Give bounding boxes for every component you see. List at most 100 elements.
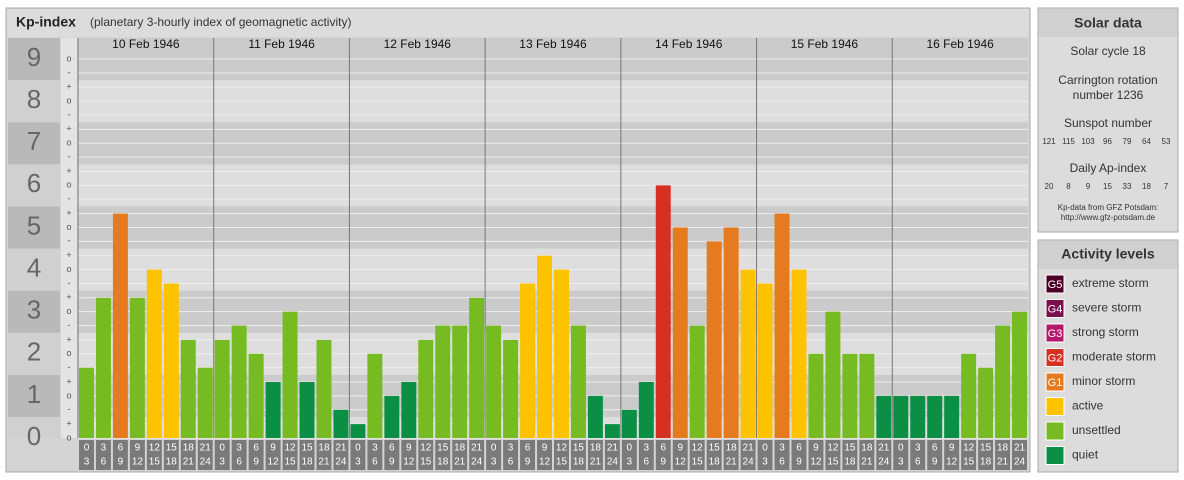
hour-box bbox=[163, 440, 179, 470]
bar bbox=[723, 227, 739, 438]
hour-label: 18 bbox=[980, 457, 992, 468]
carrington: Carrington rotation bbox=[1058, 73, 1157, 87]
bar bbox=[350, 424, 366, 438]
ap-value: 8 bbox=[1066, 182, 1071, 191]
hour-label: 12 bbox=[963, 443, 975, 454]
hour-box bbox=[265, 440, 281, 470]
hour-box bbox=[825, 440, 841, 470]
hour-box bbox=[859, 440, 875, 470]
source: http://www.gfz-potsdam.de bbox=[1061, 213, 1156, 222]
hour-label: 0 bbox=[355, 443, 361, 454]
hour-box bbox=[469, 440, 485, 470]
hour-box bbox=[944, 440, 960, 470]
minor-tick-label: - bbox=[68, 278, 71, 288]
level-swatch bbox=[1045, 348, 1065, 367]
hour-label: 12 bbox=[675, 457, 687, 468]
hour-box bbox=[893, 440, 909, 470]
hour-label: 9 bbox=[660, 457, 666, 468]
bar bbox=[333, 409, 349, 438]
minor-tick-label: o bbox=[66, 306, 71, 316]
solar-cycle: Solar cycle 18 bbox=[1070, 44, 1146, 58]
bar bbox=[757, 283, 773, 438]
hour-box bbox=[503, 440, 519, 470]
day-label: 13 Feb 1946 bbox=[519, 37, 587, 51]
ap-label: Daily Ap-index bbox=[1070, 161, 1147, 175]
hour-label: 6 bbox=[915, 457, 921, 468]
minor-tick-label: - bbox=[68, 194, 71, 204]
ap-value: 9 bbox=[1086, 182, 1091, 191]
bar bbox=[893, 395, 909, 438]
hour-label: 21 bbox=[318, 457, 330, 468]
hour-label: 21 bbox=[726, 457, 738, 468]
bar bbox=[112, 213, 128, 438]
day-label: 16 Feb 1946 bbox=[926, 37, 994, 51]
hour-box bbox=[604, 440, 620, 470]
ap-value: 15 bbox=[1103, 182, 1112, 191]
bar bbox=[435, 325, 451, 438]
hour-box bbox=[248, 440, 264, 470]
hour-label: 12 bbox=[692, 443, 704, 454]
bar bbox=[961, 353, 977, 438]
y-band bbox=[8, 164, 60, 207]
level-swatch bbox=[1045, 421, 1065, 441]
hour-label: 6 bbox=[508, 457, 514, 468]
level-swatch bbox=[1045, 397, 1065, 416]
bar bbox=[740, 269, 756, 438]
hour-label: 18 bbox=[437, 457, 449, 468]
hour-label: 12 bbox=[149, 443, 161, 454]
bar bbox=[418, 339, 434, 438]
bar bbox=[774, 213, 790, 438]
hour-label: 21 bbox=[471, 443, 483, 454]
hour-label: 21 bbox=[183, 457, 195, 468]
hour-label: 15 bbox=[284, 457, 296, 468]
solar-title: Solar data bbox=[1074, 15, 1142, 31]
bar bbox=[876, 395, 892, 438]
bar bbox=[316, 339, 332, 438]
level-badge: G2 bbox=[1048, 352, 1063, 364]
hour-box bbox=[621, 440, 637, 470]
hour-label: 18 bbox=[183, 443, 195, 454]
hour-box bbox=[435, 440, 451, 470]
hour-label: 3 bbox=[644, 443, 650, 454]
minor-tick-label: + bbox=[66, 208, 71, 218]
hour-box bbox=[384, 440, 400, 470]
y-band bbox=[8, 206, 60, 249]
hour-label: 12 bbox=[946, 457, 958, 468]
bar bbox=[995, 325, 1011, 438]
minor-tick-label: o bbox=[66, 432, 71, 442]
bar bbox=[927, 395, 943, 438]
hour-label: 24 bbox=[471, 457, 483, 468]
hour-box bbox=[876, 440, 892, 470]
hour-box bbox=[146, 440, 162, 470]
hour-label: 6 bbox=[779, 457, 785, 468]
minor-tick-label: o bbox=[66, 348, 71, 358]
level-label: strong storm bbox=[1072, 325, 1139, 339]
level-label: minor storm bbox=[1072, 374, 1135, 388]
hour-box bbox=[537, 440, 552, 470]
hour-box bbox=[655, 440, 671, 470]
sunspot-value: 79 bbox=[1123, 137, 1132, 146]
hour-box bbox=[689, 440, 705, 470]
hour-label: 21 bbox=[878, 443, 890, 454]
minor-tick-label: o bbox=[66, 138, 71, 148]
hour-label: 9 bbox=[253, 457, 259, 468]
y-tick-label: 9 bbox=[27, 42, 41, 72]
bar bbox=[1012, 311, 1027, 438]
y-tick-label: 4 bbox=[27, 252, 41, 282]
hour-label: 15 bbox=[963, 457, 975, 468]
band bbox=[78, 416, 1028, 438]
bar bbox=[469, 297, 485, 438]
hour-box bbox=[995, 440, 1011, 470]
minor-tick-label: + bbox=[66, 334, 71, 344]
y-band bbox=[8, 248, 60, 291]
bar bbox=[978, 367, 994, 438]
sunspot-value: 53 bbox=[1162, 137, 1171, 146]
hour-box bbox=[418, 440, 434, 470]
minor-tick-label: + bbox=[66, 82, 71, 92]
y-band bbox=[8, 290, 60, 333]
level-badge: G5 bbox=[1048, 279, 1063, 291]
hour-label: 15 bbox=[420, 457, 432, 468]
level-label: extreme storm bbox=[1072, 276, 1149, 290]
bar bbox=[808, 353, 824, 438]
hour-label: 15 bbox=[149, 457, 161, 468]
